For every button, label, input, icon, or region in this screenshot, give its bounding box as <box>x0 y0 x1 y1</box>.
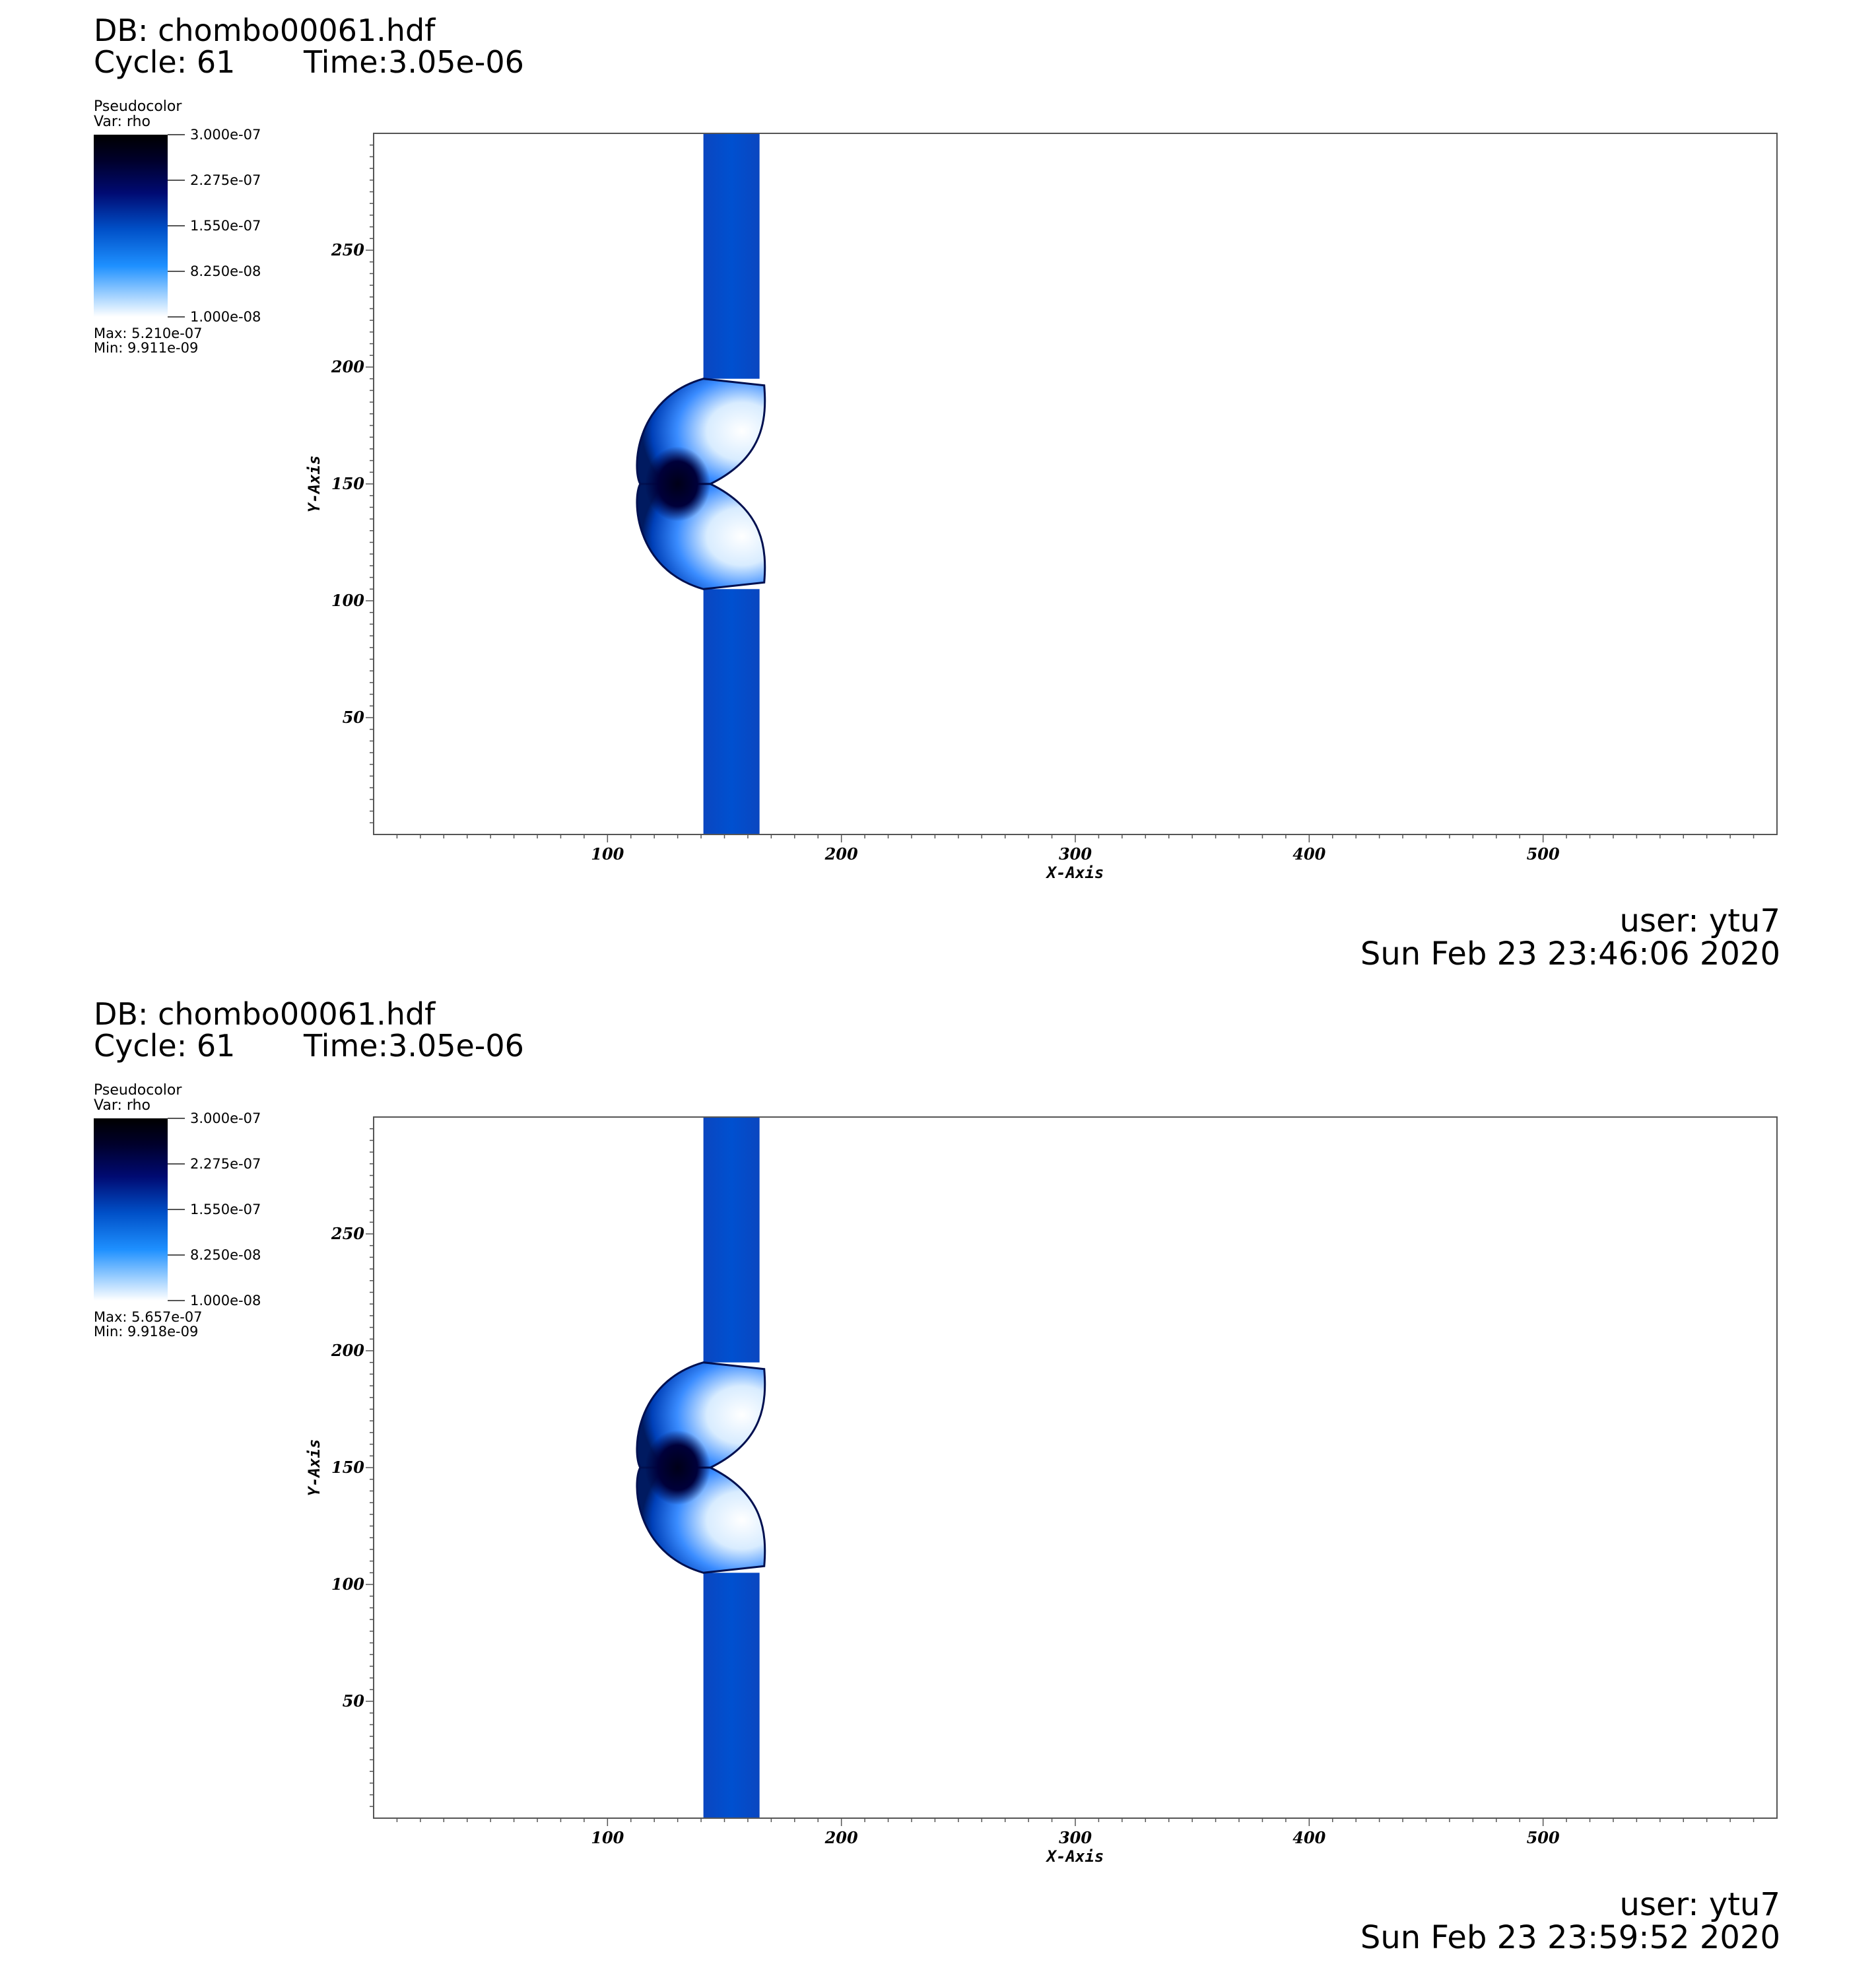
x-tick-label: 200 <box>824 844 858 864</box>
y-tick-label: 50 <box>343 1691 365 1711</box>
colorbar-tick <box>168 1209 185 1210</box>
x-tick-label: 200 <box>824 1828 858 1847</box>
x-tick-label: 100 <box>591 1828 624 1847</box>
y-tick-label: 100 <box>331 1575 364 1594</box>
colorbar <box>94 1118 168 1301</box>
user-label: user: ytu7 <box>1619 1886 1780 1923</box>
colorbar-label: 8.250e-08 <box>190 263 261 279</box>
visit-window-top: DB: chombo00061.hdf Cycle: 61 Time:3.05e… <box>0 0 1876 984</box>
colorbar-label: 3.000e-07 <box>190 127 261 143</box>
colorbar-label: 1.000e-08 <box>190 1293 261 1308</box>
y-tick-label: 200 <box>331 1341 364 1360</box>
plot-frame <box>373 133 1778 835</box>
pseudocolor-plot: 100 200 300 400 500 50 100 150 200 250 X-Axis Y-Axi… <box>305 133 1778 882</box>
time-label: Time:3.05e-06 <box>304 44 524 80</box>
legend-min: Min: 9.918e-09 <box>94 1324 199 1340</box>
date-label: Sun Feb 23 23:46:06 2020 <box>1360 935 1780 972</box>
x-tick-label: 100 <box>591 844 624 864</box>
y-tick-label: 150 <box>331 1458 364 1477</box>
cycle-label: Cycle: 61 <box>94 1028 236 1064</box>
colorbar-tick <box>168 316 185 318</box>
x-tick-label: 400 <box>1292 844 1325 864</box>
y-tick-label: 150 <box>331 474 364 493</box>
database-title: DB: chombo00061.hdf <box>94 13 436 48</box>
pseudocolor-plot: 100 200 300 400 500 50 100 150 200 250 X-Axis Y-Axi… <box>305 1116 1778 1866</box>
time-label: Time:3.05e-06 <box>304 1028 524 1064</box>
legend-variable: Var: rho <box>94 1097 151 1114</box>
colorbar-label: 8.250e-08 <box>190 1247 261 1263</box>
legend-max: Max: 5.210e-07 <box>94 325 203 341</box>
x-tick-label: 300 <box>1059 1828 1092 1847</box>
y-tick-label: 250 <box>331 240 364 259</box>
slab-upper <box>703 133 760 379</box>
y-axis-label: Y-Axis <box>305 1439 323 1497</box>
y-tick-label: 250 <box>331 1224 364 1243</box>
x-axis-label: X-Axis <box>1046 1847 1104 1866</box>
colorbar-label: 2.275e-07 <box>190 1156 261 1172</box>
y-axis-label: Y-Axis <box>305 456 323 513</box>
colorbar <box>94 135 168 317</box>
colorbar-tick <box>168 1254 185 1256</box>
dense-core <box>645 1430 711 1505</box>
database-title: DB: chombo00061.hdf <box>94 996 436 1032</box>
x-tick-label: 300 <box>1059 844 1092 864</box>
colorbar-tick <box>168 180 185 181</box>
slab-lower <box>703 589 760 834</box>
y-tick-label: 50 <box>343 708 365 727</box>
density-field <box>636 1117 766 1818</box>
x-axis-label: X-Axis <box>1046 864 1104 882</box>
legend-title: Pseudocolor <box>94 1082 182 1099</box>
legend-max: Max: 5.657e-07 <box>94 1309 203 1325</box>
x-tick-label: 500 <box>1527 1828 1560 1847</box>
colorbar-tick <box>168 1163 185 1165</box>
date-label: Sun Feb 23 23:59:52 2020 <box>1360 1919 1780 1956</box>
user-label: user: ytu7 <box>1619 902 1780 939</box>
cycle-label: Cycle: 61 <box>94 44 236 80</box>
y-tick-label: 200 <box>331 357 364 376</box>
visit-window-bottom: DB: chombo00061.hdf Cycle: 61 Time:3.05e… <box>0 984 1876 1967</box>
dense-core <box>645 446 711 522</box>
colorbar-label: 3.000e-07 <box>190 1110 261 1126</box>
colorbar-tick <box>168 225 185 226</box>
x-tick-label: 500 <box>1527 844 1560 864</box>
plot-frame <box>373 1116 1778 1819</box>
slab-upper <box>703 1117 760 1363</box>
colorbar-label: 2.275e-07 <box>190 172 261 188</box>
colorbar-tick <box>168 134 185 135</box>
legend-min: Min: 9.911e-09 <box>94 340 199 356</box>
y-tick-label: 100 <box>331 591 364 610</box>
x-tick-label: 400 <box>1292 1828 1325 1847</box>
colorbar-tick <box>168 1300 185 1301</box>
density-field <box>636 133 766 834</box>
legend-variable: Var: rho <box>94 114 151 130</box>
colorbar-label: 1.550e-07 <box>190 1202 261 1217</box>
colorbar-label: 1.550e-07 <box>190 218 261 234</box>
slab-lower <box>703 1573 760 1818</box>
colorbar-label: 1.000e-08 <box>190 309 261 325</box>
colorbar-tick <box>168 271 185 272</box>
colorbar-tick <box>168 1118 185 1119</box>
legend-title: Pseudocolor <box>94 98 182 115</box>
